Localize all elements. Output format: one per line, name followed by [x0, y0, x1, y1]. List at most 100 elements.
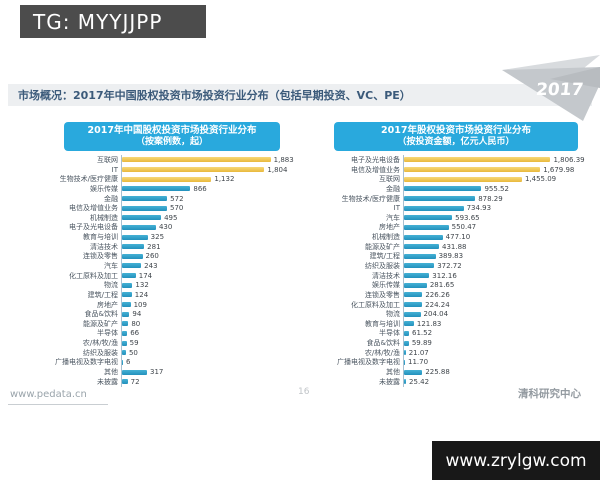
bar	[122, 244, 145, 250]
bar-zone: 372.72	[403, 261, 590, 271]
value-label: 955.52	[484, 184, 509, 193]
bar	[122, 321, 129, 327]
category-label: 广播电视及数字电视	[337, 358, 400, 367]
chart-row: 食品&饮料 59.89	[322, 338, 590, 348]
bar-zone: 495	[121, 212, 306, 223]
chart-row: 农/林/牧/渔 21.07	[322, 347, 590, 358]
bar	[122, 263, 142, 269]
chart-row: 互联网 1,455.09	[322, 174, 590, 185]
bar	[404, 350, 406, 356]
chart-row: 教育与培训 121.83	[322, 319, 590, 329]
chart-row: 生物技术/医疗健康 878.29	[322, 193, 590, 204]
category-label: 食品&饮料	[84, 310, 118, 319]
bar	[404, 234, 443, 240]
category-label: 广播电视及数字电视	[55, 358, 118, 367]
category-label: 金融	[104, 194, 118, 203]
top-watermark: TG: MYYJJPP	[20, 5, 206, 38]
value-label: 431.88	[442, 242, 467, 251]
bar-zone: 1,455.09	[403, 174, 590, 185]
category-label: 清洁技术	[90, 242, 118, 251]
bar	[404, 311, 421, 317]
page-number: 16	[298, 387, 310, 397]
bar	[404, 359, 405, 365]
value-label: 281.65	[429, 281, 455, 290]
chart-row: 农/林/牧/渔 59	[38, 338, 306, 348]
bar	[404, 205, 464, 211]
bar	[122, 253, 143, 259]
chart-row: 物流 132	[38, 280, 306, 291]
category-label: 半导体	[379, 329, 400, 338]
bar-zone: 430	[121, 222, 306, 233]
bar-zone: 1,132	[121, 174, 306, 185]
bar-zone: 132	[121, 280, 306, 291]
category-label: 纺织及服装	[83, 348, 118, 357]
bar	[122, 196, 168, 201]
bar-highlighted	[404, 176, 522, 182]
value-label: 25.42	[409, 377, 430, 386]
bar-zone: 281.65	[403, 280, 590, 291]
category-label: 纺织及服装	[365, 262, 400, 270]
value-label: 50	[128, 348, 138, 357]
chart-row: 教育与培训 325	[38, 232, 306, 242]
category-label: IT	[111, 165, 118, 174]
bar-zone: 572	[121, 193, 306, 204]
category-label: 连锁及零售	[83, 252, 118, 261]
chart-row: 物流 204.04	[322, 309, 590, 320]
chart-row: 建筑/工程 389.83	[322, 251, 590, 262]
category-label: 未披露	[97, 377, 118, 386]
category-label: 房地产	[379, 223, 400, 232]
category-label: 互联网	[97, 155, 118, 164]
category-label: 食品&饮料	[366, 339, 400, 348]
bar-rows: 互联网 1,883 IT 1,804 生物技术/医疗健康 1,132 娱乐传媒 866 金融 57…	[38, 155, 306, 387]
value-label: 132	[135, 281, 149, 290]
category-label: 能源及矿产	[365, 242, 400, 251]
category-label: 电信及增值业务	[69, 204, 118, 213]
bar	[122, 234, 148, 240]
slide-title: 市场概况：2017年中国股权投资市场投资行业分布（包括早期投资、VC、PE）	[18, 89, 411, 102]
bar	[404, 215, 453, 221]
chart-title-band: 2017年中国股权投资市场投资行业分布 （按案例数，起）	[64, 122, 280, 152]
bar	[122, 359, 123, 365]
chart-row: 机械制造 495	[38, 212, 306, 223]
bar	[404, 302, 423, 308]
value-label: 1,804	[267, 165, 288, 174]
chart-row: 清洁技术 281	[38, 241, 306, 252]
category-label: 娱乐传媒	[372, 281, 400, 290]
category-label: 教育与培训	[365, 319, 400, 328]
value-label: 550.47	[451, 223, 477, 232]
bar	[404, 263, 435, 269]
bar-zone: 477.10	[403, 232, 590, 242]
chart-row: 金融 955.52	[322, 184, 590, 194]
bar-zone: 389.83	[403, 251, 590, 262]
bar	[404, 330, 409, 336]
chart-row: 连锁及零售 226.26	[322, 290, 590, 300]
chart-row: 汽车 593.65	[322, 212, 590, 223]
bar	[122, 311, 130, 317]
category-label: 物流	[104, 281, 118, 290]
value-label: 430	[158, 223, 173, 232]
bar-zone: 312.16	[403, 270, 590, 281]
chart-row: 电子及光电设备 430	[38, 222, 306, 233]
chart-title: 2017年股权投资市场投资行业分布	[381, 125, 531, 136]
bar	[122, 379, 128, 385]
bar	[122, 215, 162, 221]
value-label: 11.70	[408, 358, 429, 367]
bar	[404, 292, 423, 298]
category-label: 机械制造	[90, 213, 118, 222]
value-label: 572	[170, 194, 184, 203]
chart-row: 房地产 550.47	[322, 222, 590, 233]
value-label: 389.83	[438, 252, 464, 261]
bar-zone: 225.88	[403, 367, 590, 377]
value-label: 174	[138, 271, 153, 280]
slide-header-bar: 市场概况：2017年中国股权投资市场投资行业分布（包括早期投资、VC、PE）	[8, 84, 592, 106]
category-label: 物流	[386, 310, 400, 319]
bar-zone: 431.88	[403, 241, 590, 252]
value-label: 734.93	[466, 204, 492, 213]
bar-highlighted	[122, 167, 265, 173]
category-label: 半导体	[97, 329, 118, 338]
bar-zone: 11.70	[403, 357, 590, 368]
bar	[404, 379, 407, 385]
bar	[122, 282, 133, 288]
chart-row: IT 734.93	[322, 203, 590, 213]
